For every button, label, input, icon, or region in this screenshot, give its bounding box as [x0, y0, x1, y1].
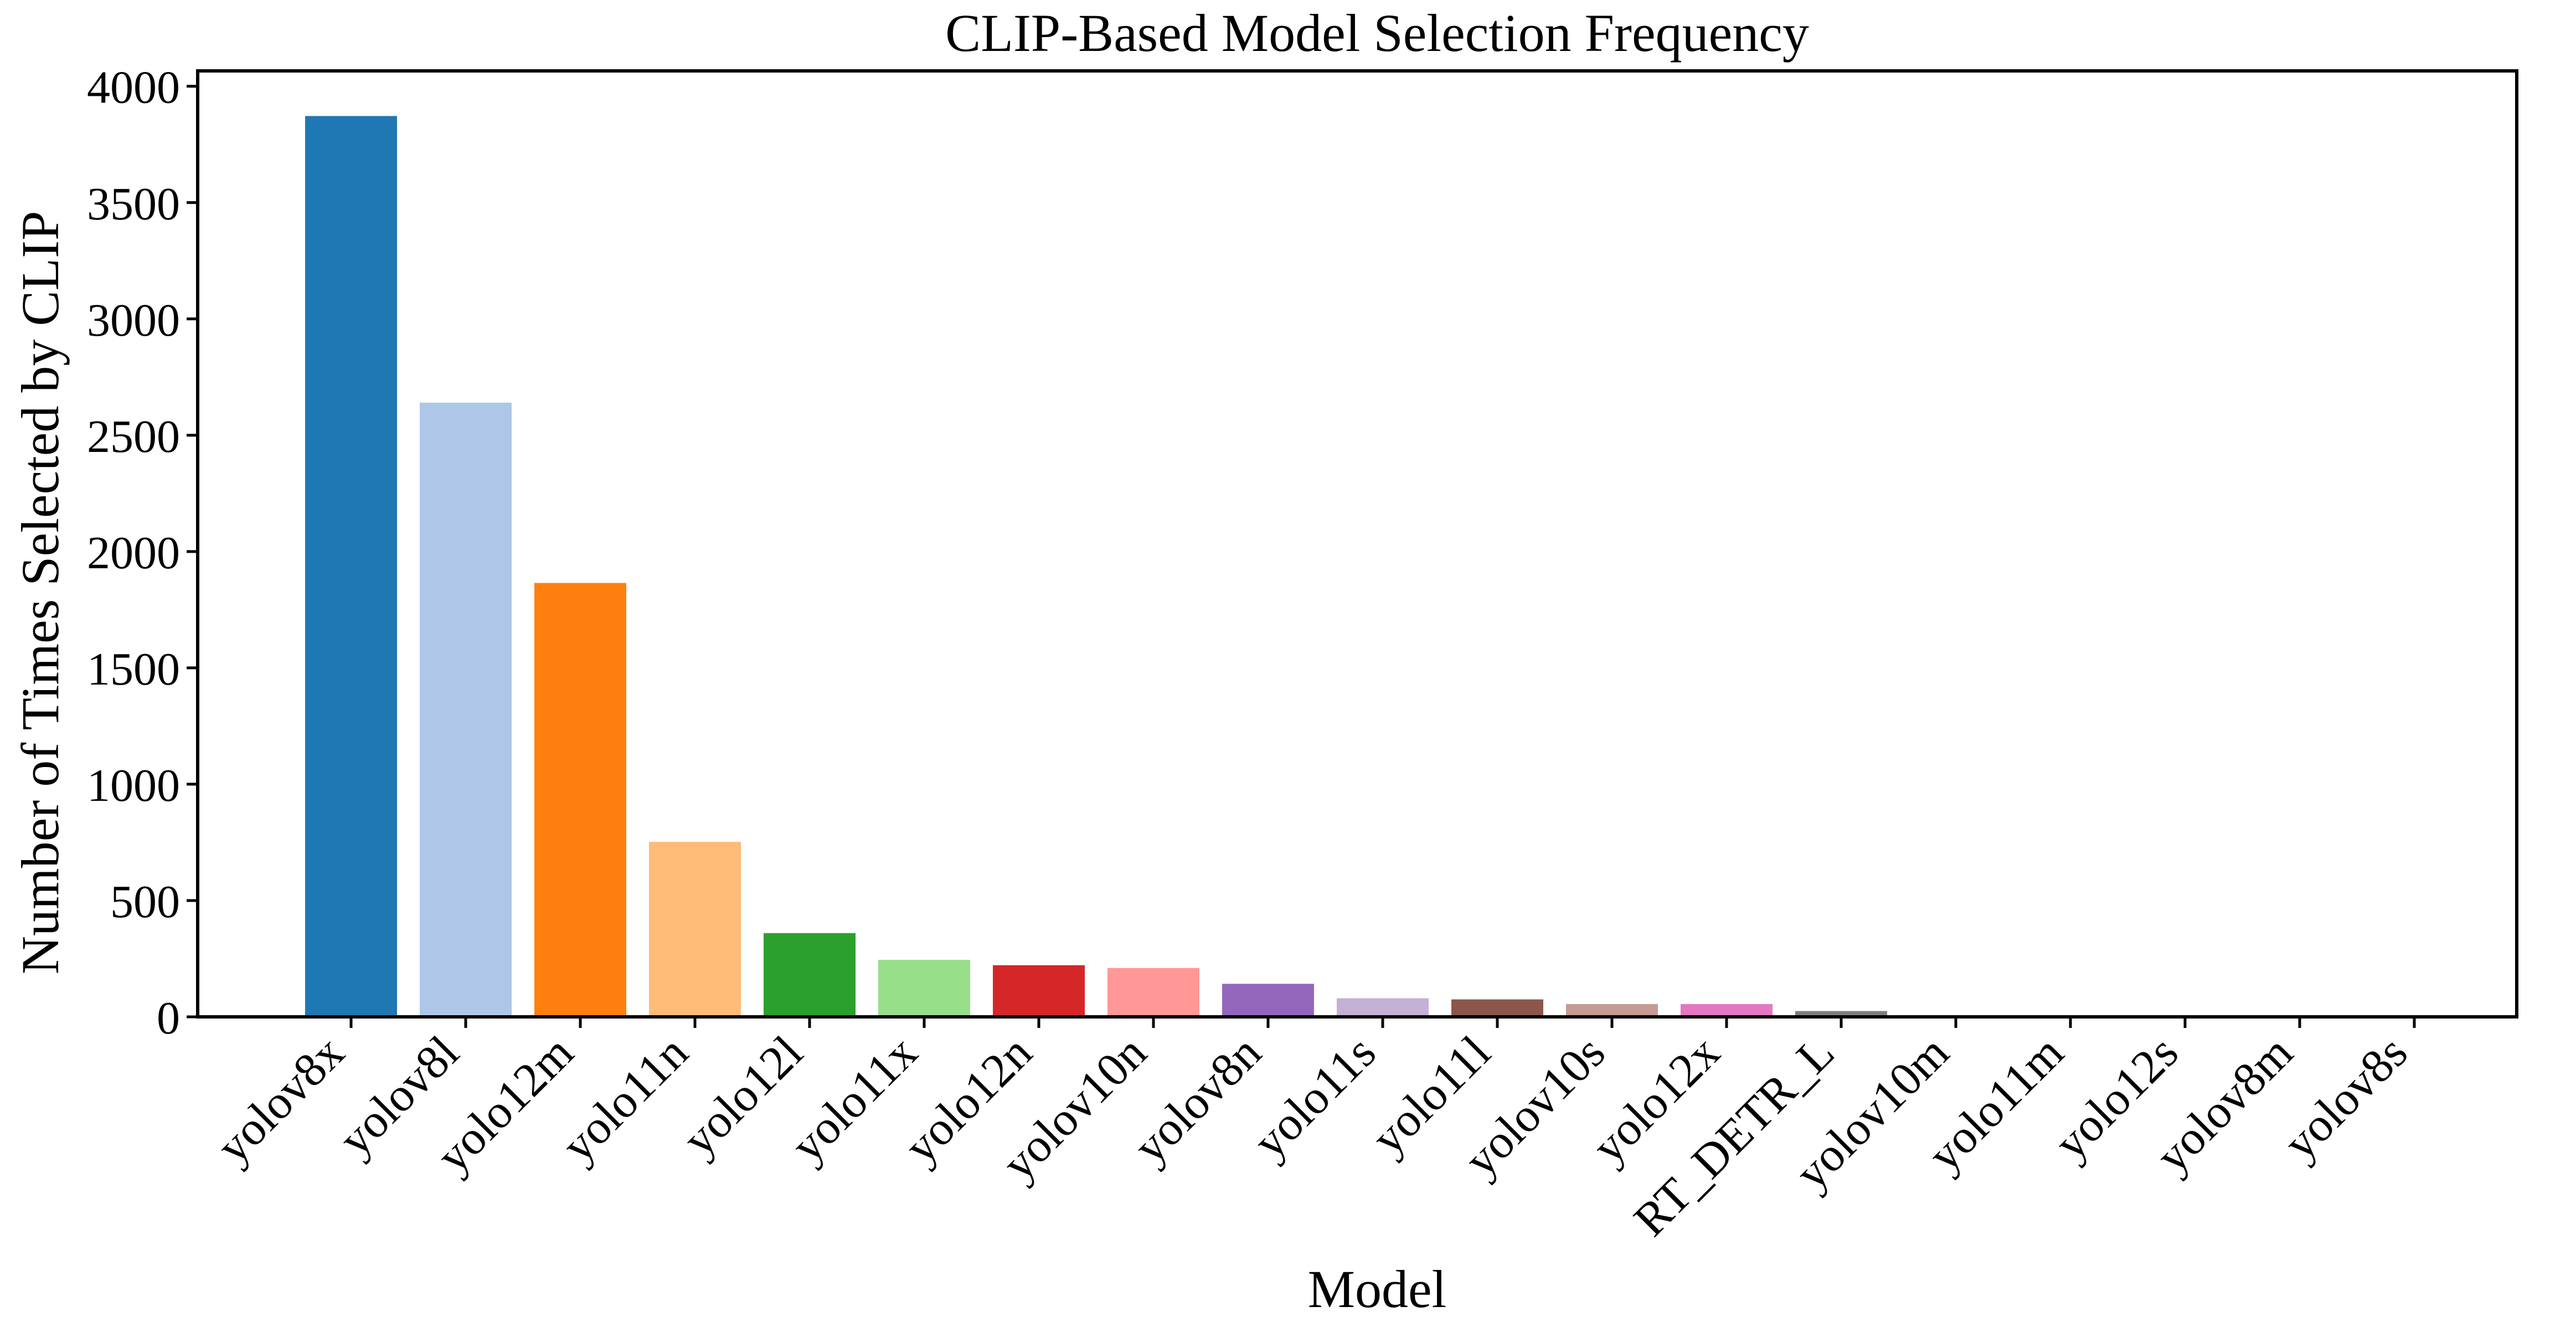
bar-yolo11x [878, 960, 970, 1017]
x-axis-label: Model [1308, 1259, 1447, 1319]
y-tick-label: 1500 [87, 644, 180, 695]
bar-yolov10n [1107, 968, 1199, 1017]
bar-yolov8x [305, 116, 397, 1017]
bar-yolov10s [1566, 1004, 1658, 1017]
y-tick-label: 1000 [87, 760, 180, 811]
bar-yolo11l [1451, 999, 1543, 1017]
y-axis-label: Number of Times Selected by CLIP [11, 211, 70, 975]
y-tick-label: 500 [110, 876, 180, 928]
bar-yolo12x [1681, 1004, 1773, 1017]
bar-yolov8l [420, 403, 512, 1017]
chart-title: CLIP-Based Model Selection Frequency [945, 3, 1809, 63]
y-tick-label: 4000 [87, 62, 180, 114]
y-tick-label: 3000 [87, 295, 180, 346]
bar-yolo12l [764, 933, 856, 1017]
y-tick-label: 3500 [87, 178, 180, 230]
bar-yolov8n [1222, 984, 1314, 1017]
bar-yolo12n [993, 965, 1085, 1017]
bar-yolo11n [649, 842, 741, 1017]
y-tick-label: 2500 [87, 411, 180, 462]
y-tick-label: 0 [157, 992, 180, 1044]
bar-yolo11s [1337, 998, 1429, 1017]
y-tick-label: 2000 [87, 527, 180, 579]
bar-yolo12m [534, 583, 626, 1017]
